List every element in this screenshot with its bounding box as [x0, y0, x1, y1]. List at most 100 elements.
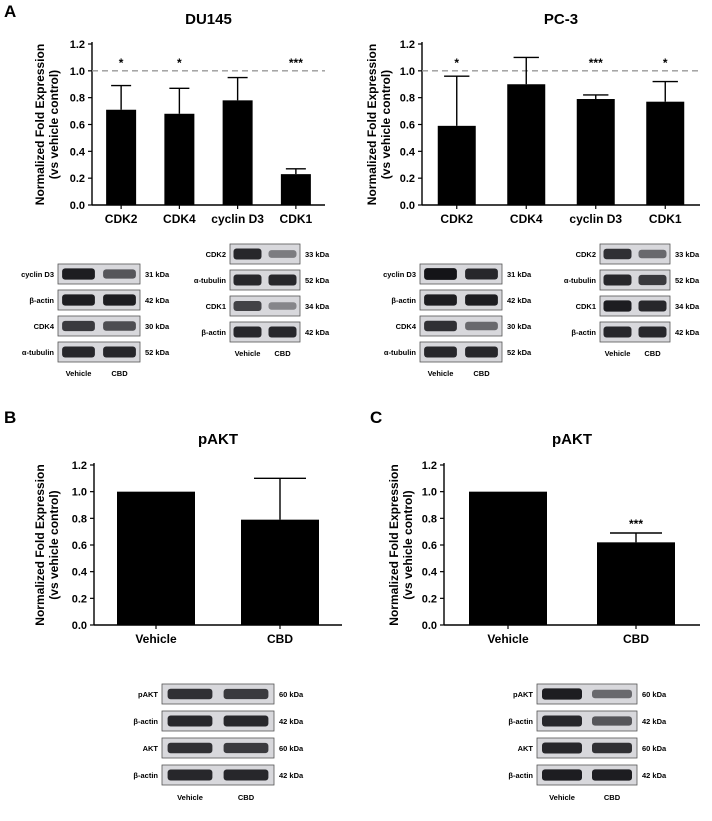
bar-cdk1	[280, 174, 311, 205]
y-tick-label: 0.4	[72, 567, 88, 579]
significance-marker: *	[119, 56, 124, 70]
blot-band	[268, 274, 297, 286]
y-axis-label: Normalized Fold Expression(vs vehicle co…	[365, 44, 393, 205]
x-tick-label: CBD	[623, 632, 649, 646]
blot-kda-label: 33 kDa	[675, 250, 700, 259]
y-axis-label-line1: Normalized Fold Expression	[387, 464, 401, 625]
x-tick-label: Vehicle	[135, 632, 177, 646]
blot-protein-label: β-actin	[133, 771, 158, 780]
blot-protein-label: pAKT	[513, 690, 533, 699]
panel-letter-b: B	[4, 408, 17, 427]
blot-band	[62, 320, 95, 332]
chart-title: PC-3	[544, 11, 578, 28]
y-tick-label: 1.0	[72, 487, 87, 499]
blot-kda-label: 52 kDa	[305, 276, 330, 285]
blot-band	[424, 294, 457, 306]
blot-lane-label: CBD	[274, 349, 291, 358]
blot-kda-label: 34 kDa	[305, 302, 330, 311]
blot-b: pAKT 60 kDa β-actin 42 kDa AKT 60 kDa β-actin 4…	[133, 683, 304, 802]
blot-lane-label: Vehicle	[428, 369, 454, 378]
blot-band	[424, 346, 457, 358]
y-axis-label-line1: Normalized Fold Expression	[365, 44, 379, 205]
y-axis-label-line2: (vs vehicle control)	[379, 70, 393, 179]
y-axis-label-line1: Normalized Fold Expression	[33, 44, 47, 205]
y-tick-label: 0.0	[400, 200, 415, 212]
blot-lane-label: CBD	[238, 793, 255, 802]
x-tick-label: CDK4	[510, 212, 543, 226]
blot-band	[233, 301, 262, 311]
y-tick-label: 0.6	[72, 540, 87, 552]
blot-band	[542, 688, 582, 700]
blot-pc3-right: CDK2 33 kDa α-tubulin 52 kDa CDK1 34 kDa β-act…	[564, 243, 700, 358]
y-axis-label-line2: (vs vehicle control)	[47, 70, 61, 179]
blot-strip	[229, 295, 301, 317]
blot-kda-label: 42 kDa	[642, 717, 667, 726]
blot-lane-label: Vehicle	[177, 793, 203, 802]
blot-lane-label: CBD	[111, 369, 128, 378]
y-axis-label: Normalized Fold Expression(vs vehicle co…	[33, 464, 61, 625]
y-tick-label: 0.8	[400, 93, 415, 105]
significance-marker: ***	[629, 517, 643, 531]
x-tick-label: CDK1	[280, 212, 313, 226]
x-tick-label: CDK1	[649, 212, 682, 226]
blot-protein-label: AKT	[518, 744, 534, 753]
significance-marker: *	[454, 56, 459, 70]
blot-protein-label: pAKT	[138, 690, 158, 699]
blot-band	[638, 249, 667, 259]
blot-kda-label: 42 kDa	[145, 296, 170, 305]
blot-band	[424, 268, 457, 280]
blot-protein-label: CDK4	[396, 322, 417, 331]
blot-kda-label: 30 kDa	[507, 322, 532, 331]
bar-cdk4	[507, 84, 546, 205]
y-tick-label: 0.2	[400, 173, 415, 185]
x-tick-label: CBD	[267, 632, 293, 646]
y-tick-label: 1.2	[400, 39, 415, 51]
blot-lane-label: Vehicle	[549, 793, 575, 802]
blot-protein-label: cyclin D3	[383, 270, 416, 279]
blot-kda-label: 31 kDa	[145, 270, 170, 279]
bar-cbd	[241, 519, 319, 625]
bar-cdk2	[106, 109, 137, 205]
blot-band	[592, 689, 632, 699]
blot-band	[542, 769, 582, 781]
blot-band	[103, 346, 136, 358]
blot-du145-right: CDK2 33 kDa α-tubulin 52 kDa CDK1 34 kDa β-act…	[194, 243, 330, 358]
y-tick-label: 0.2	[72, 593, 87, 605]
blot-protein-label: CDK1	[206, 302, 226, 311]
blot-band	[638, 300, 667, 312]
blot-kda-label: 60 kDa	[279, 690, 304, 699]
blot-kda-label: 31 kDa	[507, 270, 532, 279]
blot-kda-label: 42 kDa	[305, 328, 330, 337]
blot-band	[592, 742, 632, 754]
blot-band	[103, 294, 136, 306]
blot-band	[167, 688, 213, 700]
blot-protein-label: CDK2	[206, 250, 226, 259]
blot-band	[167, 715, 213, 727]
panel-letter-c: C	[370, 408, 383, 427]
blot-protein-label: CDK1	[576, 302, 596, 311]
blot-band	[592, 716, 632, 726]
y-tick-label: 0.8	[70, 93, 85, 105]
blot-band	[465, 294, 498, 306]
blot-kda-label: 34 kDa	[675, 302, 700, 311]
blot-kda-label: 42 kDa	[642, 771, 667, 780]
blot-band	[268, 326, 297, 338]
blot-kda-label: 52 kDa	[145, 348, 170, 357]
blot-c: pAKT 60 kDa β-actin 42 kDa AKT 60 kDa β-actin 4…	[508, 683, 667, 802]
blot-band	[223, 715, 269, 727]
blot-protein-label: CDK4	[34, 322, 55, 331]
blot-band	[424, 320, 457, 332]
bar-cyclin-d3	[222, 100, 253, 205]
blot-band	[603, 248, 632, 260]
blot-lane-label: CBD	[473, 369, 490, 378]
blot-band	[223, 688, 269, 700]
y-tick-label: 1.2	[72, 460, 87, 472]
blot-band	[167, 769, 213, 781]
blot-kda-label: 52 kDa	[675, 276, 700, 285]
blot-protein-label: CDK2	[576, 250, 596, 259]
blot-band	[542, 742, 582, 754]
blot-band	[603, 274, 632, 286]
blot-band	[268, 302, 297, 310]
y-tick-label: 0.2	[70, 173, 85, 185]
